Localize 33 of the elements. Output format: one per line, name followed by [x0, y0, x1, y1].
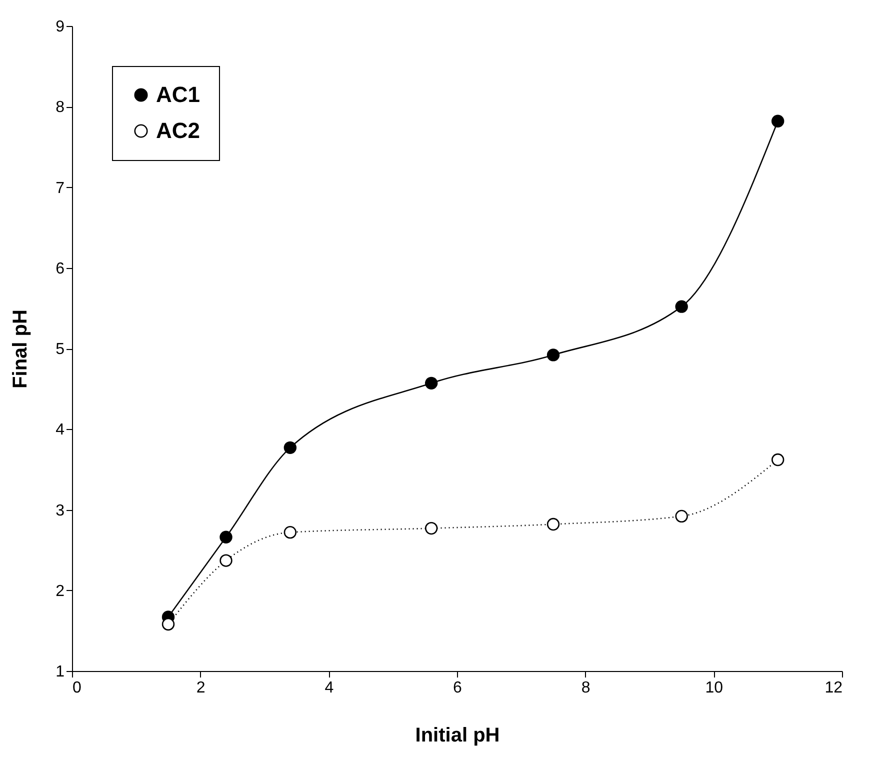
y-tick-label: 7 [56, 180, 65, 197]
y-tick-label: 9 [56, 18, 65, 36]
point [284, 441, 297, 454]
point [424, 522, 438, 535]
y-tick-label: 1 [56, 664, 65, 680]
point [424, 376, 438, 390]
y-tick-label: 2 [56, 582, 65, 600]
x-tick-label: 0 [72, 680, 82, 696]
x-tick-label: 8 [581, 680, 590, 696]
x-tick-label: 10 [705, 680, 724, 696]
x-axis-title: Initial pH [415, 724, 500, 746]
y-tick-label: 6 [56, 260, 65, 278]
y-tick-label: 3 [56, 502, 65, 520]
point [546, 348, 560, 362]
point [284, 526, 297, 539]
legend-label: AC2 [156, 118, 200, 143]
y-tick-label: 4 [56, 422, 65, 439]
y-tick-label: 5 [56, 341, 65, 358]
x-tick-label: 4 [324, 680, 334, 696]
point [220, 530, 232, 544]
y-tick-label: 8 [56, 99, 65, 116]
point [771, 114, 784, 128]
y-axis-title: Final pH [10, 310, 32, 388]
x-tick-label: 6 [453, 680, 462, 696]
legend-label: AC1 [156, 82, 200, 107]
point [220, 554, 232, 567]
x-tick-label: 12 [824, 680, 843, 696]
point [675, 300, 688, 313]
x-tick-label: 2 [196, 680, 206, 696]
point [771, 453, 784, 466]
point [546, 518, 560, 531]
point [162, 618, 175, 631]
point [675, 510, 688, 523]
